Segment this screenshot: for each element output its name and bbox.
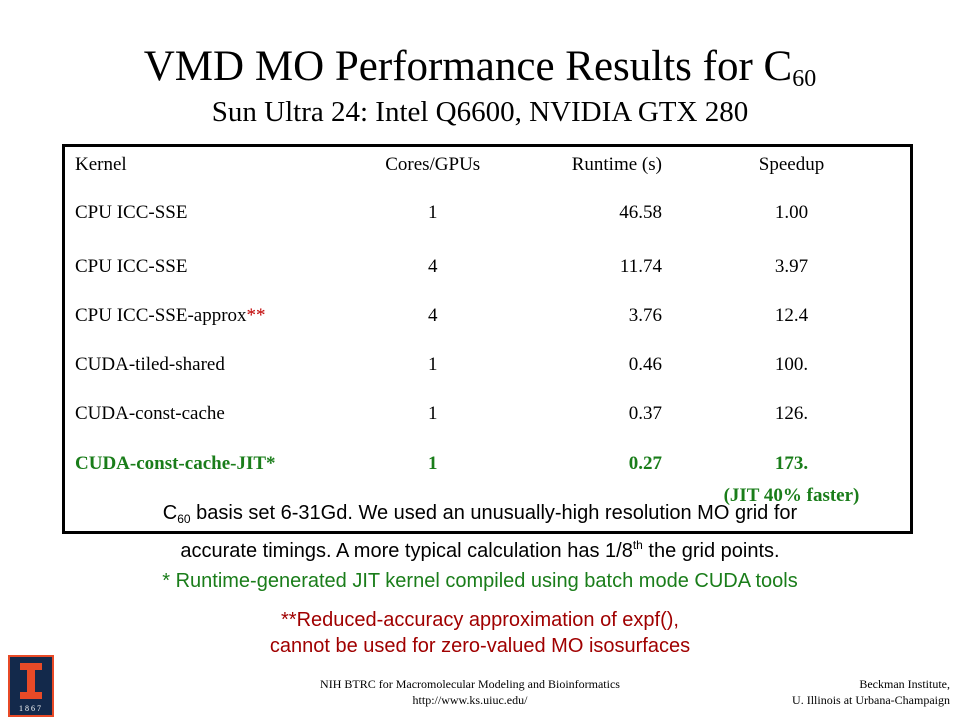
- table-row: CUDA-tiled-shared 1 0.46 100.: [63, 340, 913, 390]
- cell-runtime: 0.27: [521, 438, 673, 533]
- performance-table: Kernel Cores/GPUs Runtime (s) Speedup CP…: [62, 144, 913, 534]
- table-row: CPU ICC-SSE 4 11.74 3.97: [63, 242, 913, 292]
- illinois-logo: 1867: [8, 655, 54, 717]
- cell-speedup-note: (JIT 40% faster): [723, 485, 860, 506]
- cell-runtime: 46.58: [521, 183, 673, 243]
- basis-set-note: C60 basis set 6-31Gd. We used an unusual…: [0, 500, 960, 564]
- cell-cores: 1: [342, 340, 523, 390]
- cell-kernel-mark: **: [246, 305, 266, 326]
- line2-post: the grid points.: [642, 540, 780, 562]
- table-row: CPU ICC-SSE 1 46.58 1.00: [63, 183, 913, 243]
- basis-subscript: 60: [177, 512, 191, 526]
- slide-subtitle: Sun Ultra 24: Intel Q6600, NVIDIA GTX 28…: [211, 96, 749, 128]
- footer-center: NIH BTRC for Macromolecular Modeling and…: [290, 676, 650, 708]
- basis-prefix: C: [162, 502, 178, 524]
- table-row: CPU ICC-SSE-approx** 4 3.76 12.4: [63, 291, 913, 341]
- cell-kernel: CPU ICC-SSE: [63, 183, 344, 243]
- cell-runtime: 0.37: [521, 389, 673, 439]
- cell-speedup: 12.4: [671, 291, 913, 341]
- table-row-jit: CUDA-const-cache-JIT* 1 0.27 173. (JIT 4…: [63, 438, 913, 533]
- cell-speedup: 173. (JIT 40% faster): [671, 438, 913, 533]
- header-kernel: Kernel: [63, 145, 344, 184]
- cell-cores: 1: [342, 389, 523, 439]
- cell-kernel: CUDA-const-cache-JIT*: [63, 438, 344, 533]
- header-speedup: Speedup: [671, 145, 913, 184]
- cell-kernel: CUDA-const-cache: [63, 389, 344, 439]
- basis-note-line2: accurate timings. A more typical calcula…: [0, 532, 960, 564]
- cell-kernel-text: CPU ICC-SSE-approx: [75, 305, 247, 326]
- line2-superscript: th: [632, 538, 643, 552]
- basis-note-line1: C60 basis set 6-31Gd. We used an unusual…: [0, 500, 960, 532]
- approx-note-line2: cannot be used for zero-valued MO isosur…: [269, 635, 691, 657]
- cell-runtime: 11.74: [521, 242, 673, 292]
- approx-note-line1: **Reduced-accuracy approximation of expf…: [281, 609, 679, 631]
- table-header-row: Kernel Cores/GPUs Runtime (s) Speedup: [63, 145, 913, 184]
- cell-cores: 4: [342, 242, 523, 292]
- footer-right: Beckman Institute, U. Illinois at Urbana…: [730, 676, 950, 708]
- slide-title-subscript: 60: [792, 66, 817, 92]
- header-cores: Cores/GPUs: [342, 145, 523, 184]
- cell-speedup-value: 173.: [774, 453, 809, 474]
- footer-institute: Beckman Institute,: [859, 677, 950, 691]
- footer-org: NIH BTRC for Macromolecular Modeling and…: [320, 677, 620, 691]
- footer-url: http://www.ks.uiuc.edu/: [412, 693, 528, 707]
- logo-year: 1867: [19, 704, 43, 713]
- footer-university: U. Illinois at Urbana-Champaign: [792, 693, 950, 707]
- cell-speedup: 100.: [671, 340, 913, 390]
- cell-kernel: CPU ICC-SSE: [63, 242, 344, 292]
- jit-note: * Runtime-generated JIT kernel compiled …: [162, 570, 798, 592]
- basis-text: basis set 6-31Gd. We used an unusually-h…: [190, 502, 798, 524]
- cell-cores: 1: [342, 183, 523, 243]
- cell-cores: 4: [342, 291, 523, 341]
- slide-title: VMD MO Performance Results for C60: [0, 42, 960, 104]
- illinois-i-icon: 1867: [10, 657, 52, 715]
- line2-pre: accurate timings. A more typical calcula…: [180, 540, 633, 562]
- cell-speedup: 1.00: [671, 183, 913, 243]
- cell-speedup: 3.97: [671, 242, 913, 292]
- cell-speedup: 126.: [671, 389, 913, 439]
- cell-runtime: 3.76: [521, 291, 673, 341]
- header-runtime: Runtime (s): [521, 145, 673, 184]
- table-row: CUDA-const-cache 1 0.37 126.: [63, 389, 913, 439]
- approx-note: **Reduced-accuracy approximation of expf…: [0, 607, 960, 659]
- cell-runtime: 0.46: [521, 340, 673, 390]
- cell-kernel: CPU ICC-SSE-approx**: [63, 291, 344, 341]
- slide-title-text: VMD MO Performance Results for C: [143, 43, 793, 90]
- cell-kernel: CUDA-tiled-shared: [63, 340, 344, 390]
